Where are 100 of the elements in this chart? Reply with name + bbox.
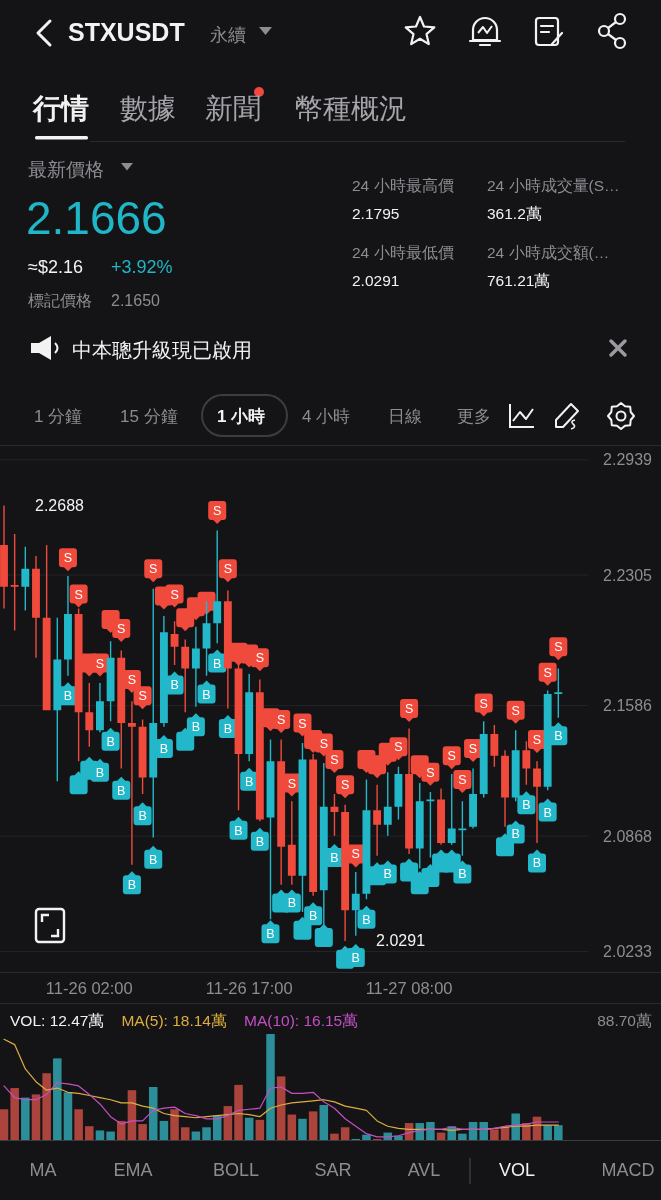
text: 15 分鐘: [120, 407, 178, 426]
candlestick: [501, 750, 509, 827]
bar: [0, 1109, 9, 1140]
text: B: [532, 856, 542, 871]
text: S: [479, 696, 488, 711]
text: S: [74, 587, 83, 602]
candlestick: [373, 784, 382, 856]
text: B: [330, 851, 339, 866]
text: ≈$2.16: [28, 257, 83, 277]
text: MA: [29, 1160, 57, 1180]
bar: [330, 1133, 339, 1140]
bar: [308, 1111, 318, 1140]
candlestick: [245, 674, 254, 762]
bar: [543, 1125, 552, 1140]
text: 361.2萬: [487, 205, 542, 222]
text: EMA: [113, 1160, 153, 1180]
text: 4 小時: [302, 407, 351, 426]
text: 24 小時最高價: [352, 177, 454, 194]
text: S: [543, 665, 552, 680]
text: S: [255, 651, 265, 666]
text: B: [202, 687, 211, 702]
text: VOL: 12.47萬: [10, 1012, 105, 1029]
text: 24 小時成交額(…: [487, 244, 610, 261]
text: B: [63, 689, 73, 704]
bar: [31, 1094, 41, 1140]
y-tick-label: 2.0868: [603, 827, 653, 845]
text: B: [170, 678, 179, 693]
text: B: [543, 805, 552, 820]
text: S: [117, 622, 126, 637]
text: S: [127, 672, 137, 687]
text: B: [117, 783, 126, 798]
text: S: [511, 703, 520, 718]
text: 日線: [388, 407, 422, 426]
bar: [202, 1127, 211, 1140]
bar: [148, 1087, 158, 1140]
text: +3.92%: [111, 257, 173, 277]
text: S: [138, 689, 147, 704]
text: 更多: [457, 407, 491, 426]
text: B: [223, 722, 233, 737]
bar: [298, 1118, 307, 1140]
text: S: [298, 716, 307, 731]
bar: [511, 1113, 520, 1140]
text: B: [159, 742, 169, 757]
text: S: [95, 656, 105, 671]
text: B: [554, 729, 563, 744]
bar: [244, 1117, 254, 1140]
bar: [10, 1088, 19, 1140]
candlestick: [469, 768, 477, 829]
bar: [234, 1084, 243, 1140]
text: B: [308, 909, 318, 924]
text: B: [245, 774, 254, 789]
text: B: [213, 656, 222, 671]
y-tick-label: 2.0233: [603, 942, 653, 960]
text: 24 小時成交量(S…: [487, 177, 620, 194]
text: 761.21萬: [487, 272, 551, 289]
candlestick: [287, 801, 296, 885]
text: B: [149, 852, 158, 867]
bar: [138, 1124, 147, 1140]
text: B: [127, 878, 137, 893]
bar: [319, 1105, 329, 1140]
text: 24 小時最低價: [352, 244, 454, 261]
bar: [340, 1127, 350, 1140]
text: B: [106, 734, 115, 749]
text: S: [330, 752, 339, 767]
x-tick-label: 11-26 02:00: [45, 979, 133, 997]
text: 2.1666: [26, 192, 167, 244]
text: S: [213, 504, 222, 518]
annotation: 2.2688: [33, 496, 86, 515]
x-tick-label: 11-26 17:00: [205, 979, 293, 997]
text: S: [149, 562, 158, 577]
candlestick: [96, 683, 104, 733]
text: 新聞: [205, 93, 261, 124]
text: 幣種概況: [295, 93, 407, 124]
text: S: [426, 765, 435, 780]
bar: [490, 1129, 499, 1140]
text: 標記價格: [28, 292, 92, 309]
point: [314, 923, 333, 947]
text: B: [138, 809, 147, 824]
text: MACD: [601, 1160, 655, 1180]
bar: [85, 1126, 94, 1140]
text: 2.0291: [352, 272, 400, 289]
bar: [53, 1058, 62, 1140]
text: 88.70萬: [597, 1012, 652, 1029]
candlestick: [533, 761, 541, 843]
text: 中本聰升級現已啟用: [72, 339, 252, 361]
text: BOLL: [212, 1160, 260, 1180]
bar: [554, 1125, 563, 1140]
text: B: [362, 912, 371, 927]
candlestick: [32, 555, 40, 658]
text: B: [287, 896, 296, 911]
text: 2.1650: [111, 292, 161, 309]
text: SAR: [314, 1160, 352, 1180]
bar: [63, 1092, 73, 1140]
text: S: [447, 749, 456, 764]
text: 1 小時: [217, 407, 266, 426]
bar: [276, 1076, 286, 1140]
bar: [159, 1120, 169, 1140]
bar: [287, 1114, 297, 1140]
bar: [117, 1120, 126, 1140]
y-tick-label: 2.2939: [603, 451, 653, 469]
